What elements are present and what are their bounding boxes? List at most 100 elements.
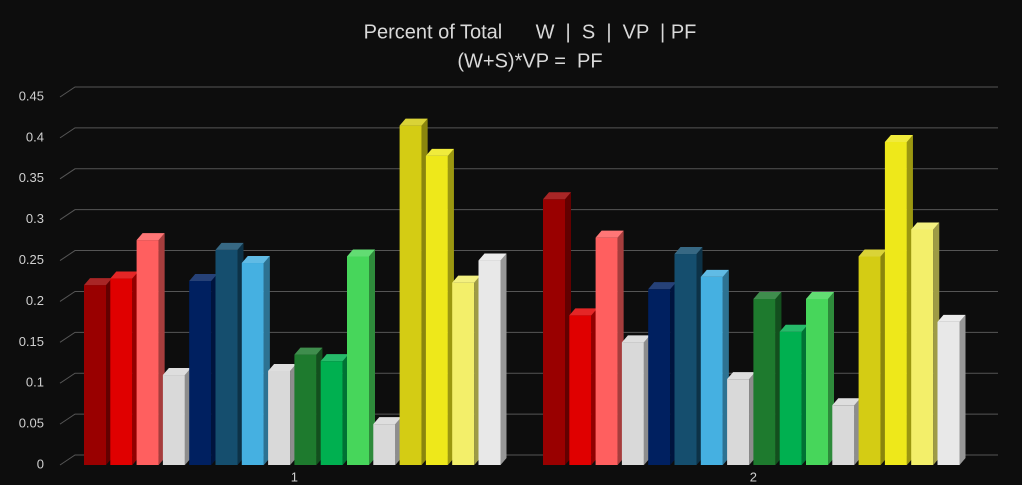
bar-top: [136, 233, 165, 241]
bar-top-shade: [241, 256, 270, 264]
bar-front: [569, 315, 592, 465]
bar-front: [911, 229, 934, 465]
bar: [373, 417, 402, 465]
bar-side-shade: [959, 314, 966, 465]
bar-top-shade: [452, 275, 481, 283]
bar-top: [347, 249, 375, 257]
bar: [911, 222, 940, 465]
bar-top-shade: [110, 271, 139, 279]
bar: [268, 363, 297, 465]
bar-top-shade: [294, 347, 323, 355]
bar-top-shade: [347, 249, 375, 257]
bar-top-shade: [189, 274, 218, 281]
bar-top-shade: [373, 417, 402, 425]
grid-line: [59, 209, 998, 221]
bar-top-shade: [84, 278, 112, 286]
bar: [136, 233, 165, 465]
bar-front: [215, 249, 238, 465]
bar: [700, 269, 729, 465]
bar-top: [320, 354, 349, 362]
bar: [320, 354, 349, 465]
bar-top: [294, 347, 323, 355]
bar-top-shade: [136, 233, 165, 241]
bar-top-shade: [648, 282, 677, 290]
grid-line: [59, 86, 998, 98]
bar-top: [674, 247, 703, 255]
chart-subtitle: (W+S)*VP = PF: [457, 50, 602, 72]
bar-top: [110, 271, 139, 279]
bar-front: [136, 240, 159, 465]
x-tick-label: 1: [291, 469, 298, 484]
y-tick-label: 0.2: [26, 293, 44, 308]
bar-top: [700, 269, 729, 277]
bar-front: [779, 331, 802, 465]
bar-top: [241, 256, 270, 264]
bar: [84, 278, 112, 465]
bar: [884, 134, 913, 465]
bar-front: [399, 125, 422, 465]
y-tick-label: 0.3: [26, 211, 44, 226]
bar-top: [832, 398, 861, 406]
bar: [215, 242, 244, 465]
bar-front: [884, 141, 907, 465]
bar-top-shade: [569, 308, 598, 316]
y-tick-label: 0.25: [19, 252, 44, 267]
bar-front: [268, 370, 291, 465]
grid-line: [59, 127, 998, 139]
bar: [858, 249, 887, 465]
bar-front: [110, 278, 133, 465]
bar: [595, 230, 624, 465]
bar-front: [674, 254, 697, 465]
bar-top: [779, 324, 808, 332]
bar-top-shade: [478, 253, 507, 261]
chart-title: Percent of Total W | S | VP | PF: [364, 21, 697, 43]
bar: [727, 372, 756, 465]
bar-front: [832, 405, 855, 465]
bar-top: [425, 148, 454, 156]
bar-front: [452, 282, 475, 465]
bar-front: [373, 424, 396, 465]
y-tick-label: 0.45: [19, 88, 44, 103]
bar-top-shade: [674, 247, 703, 255]
bar-top-shade: [268, 363, 297, 371]
bar: [937, 314, 966, 465]
bar-top-shade: [320, 354, 349, 362]
bar-side: [369, 249, 375, 465]
bar-top-shade: [399, 118, 428, 126]
bar-front: [595, 237, 618, 465]
bar: [241, 256, 270, 465]
bar: [110, 271, 139, 465]
bar-front: [347, 256, 369, 465]
y-tick-label: 0.4: [26, 129, 44, 144]
bar-top: [858, 249, 887, 257]
bar-top-shade: [832, 398, 861, 406]
bar-top-shade: [425, 148, 454, 156]
bar-top-shade: [806, 291, 834, 299]
bar: [399, 118, 428, 465]
bar-top-shade: [700, 269, 729, 277]
bar-front: [162, 375, 185, 465]
bar: [162, 368, 191, 465]
bar: [569, 308, 598, 465]
bar-top: [911, 222, 940, 230]
bar-top: [648, 282, 677, 290]
bar-front: [189, 281, 212, 465]
bar: [347, 249, 375, 465]
bar-top: [162, 368, 191, 376]
bar: [806, 291, 834, 465]
bar-front: [543, 199, 565, 465]
bar-front: [621, 342, 644, 465]
grid-line: [59, 168, 998, 180]
bar-side-shade: [500, 253, 507, 465]
bar: [621, 335, 650, 465]
y-tick-label: 0.15: [19, 334, 44, 349]
bar-front: [937, 321, 960, 465]
bar-top-shade: [543, 192, 571, 200]
bar-top: [399, 118, 428, 126]
bar-front: [84, 285, 106, 465]
bar: [779, 324, 808, 465]
bar-front: [478, 260, 501, 465]
bar-top: [268, 363, 297, 371]
bar-side: [959, 314, 966, 465]
